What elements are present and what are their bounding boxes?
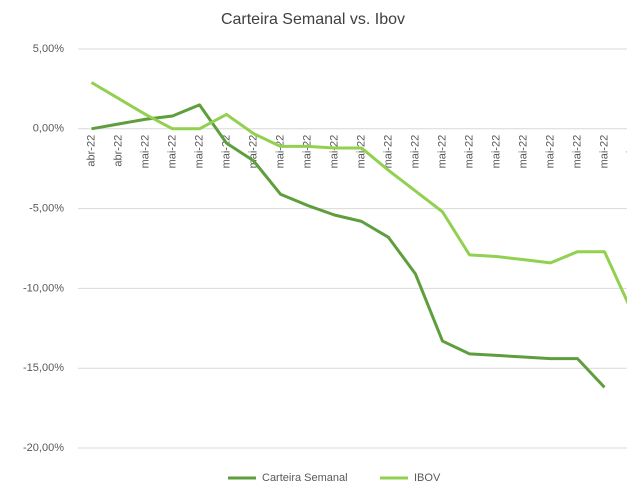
y-tick-label: -20,00% bbox=[23, 442, 64, 454]
x-tick-label: abr-22 bbox=[112, 135, 124, 167]
line-series bbox=[91, 103, 606, 389]
legend-label: Carteira Semanal bbox=[262, 472, 348, 484]
x-tick-label: mai-22 bbox=[598, 135, 610, 169]
x-tick-label: mai-22 bbox=[382, 135, 394, 169]
x-tick-label: mai-22 bbox=[436, 135, 448, 169]
x-tick-label: mai-22 bbox=[247, 135, 259, 169]
x-tick-label: mai-22 bbox=[490, 135, 502, 169]
x-tick-label: mai-22 bbox=[328, 135, 340, 169]
line-series bbox=[90, 81, 627, 305]
x-tick-label: abr-22 bbox=[85, 135, 97, 167]
x-tick-label: mai-22 bbox=[193, 135, 205, 169]
legend-label: IBOV bbox=[414, 472, 441, 484]
x-tick-label: mai-22 bbox=[409, 135, 421, 169]
x-tick-label: mai-22 bbox=[139, 135, 151, 169]
x-tick-label: mai-22 bbox=[274, 135, 286, 169]
x-tick-label: mai-22 bbox=[355, 135, 367, 169]
chart-title: Carteira Semanal vs. Ibov bbox=[221, 11, 405, 28]
y-tick-label: -10,00% bbox=[23, 282, 64, 294]
x-tick-label: mai-22 bbox=[544, 135, 556, 169]
x-tick-label: mai-22 bbox=[166, 135, 178, 169]
x-tick-label: mai-22 bbox=[220, 135, 232, 169]
y-tick-label: 5,00% bbox=[33, 43, 64, 55]
x-tick-label: mai-22 bbox=[625, 135, 627, 169]
x-tick-label: mai-22 bbox=[463, 135, 475, 169]
x-tick-label: mai-22 bbox=[301, 135, 313, 169]
plot: abr-22 abr-22 mai-22 mai-22 mai-22 mai-22 mai-… bbox=[78, 48, 627, 449]
y-tick-label: -5,00% bbox=[29, 203, 64, 215]
x-tick-label: mai-22 bbox=[517, 135, 529, 169]
x-tick-label: mai-22 bbox=[571, 135, 583, 169]
y-tick-label: -15,00% bbox=[23, 362, 64, 374]
y-tick-label: 0,00% bbox=[33, 123, 64, 135]
